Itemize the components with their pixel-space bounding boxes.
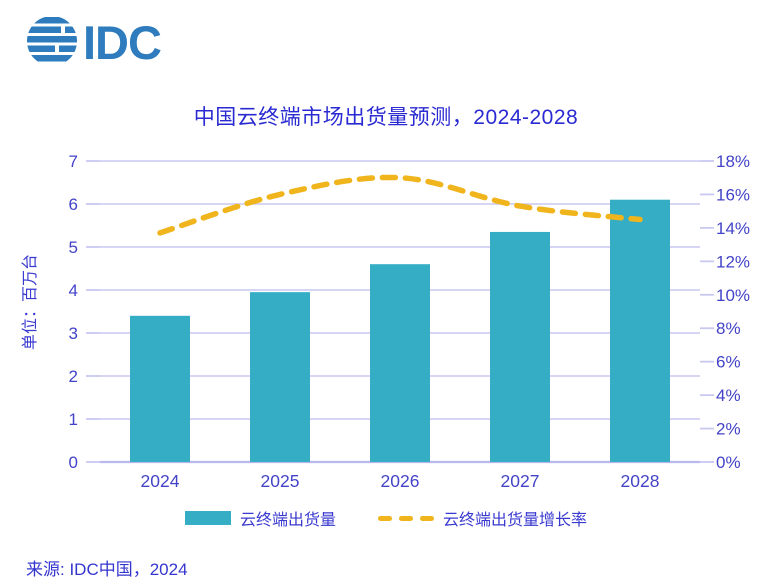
category-label-2024: 2024 — [141, 471, 180, 491]
line-series-label: 云终端出货量增长率 — [443, 512, 588, 529]
left-axis-tick-label: 5 — [69, 238, 78, 257]
category-label-2026: 2026 — [381, 471, 420, 491]
idc-globe-icon — [27, 17, 77, 62]
left-axis-tick-label: 0 — [69, 453, 78, 472]
right-axis-tick-label: 14% — [716, 219, 750, 238]
left-axis-tick-label: 7 — [69, 152, 78, 171]
bar-2028 — [610, 199, 670, 462]
right-axis-tick-label: 12% — [716, 252, 750, 271]
bar-2026 — [370, 264, 430, 462]
right-axis-tick-label: 10% — [716, 286, 750, 305]
left-axis-tick-label: 4 — [69, 281, 78, 300]
shipment-forecast-chart: 0 1 2 3 4 5 6 7 0% 2% 4% 6% 8% 10% 12% 14% 16% 18% 2024 202… — [69, 152, 751, 491]
idc-logo-text: IDC — [83, 16, 161, 69]
source-note: 来源: IDC中国，2024 — [26, 560, 188, 579]
right-axis-tick-label: 6% — [716, 353, 741, 372]
right-axis-tick-label: 0% — [716, 453, 741, 472]
left-axis-tick-label: 1 — [69, 410, 78, 429]
idc-logo: IDC — [27, 16, 162, 69]
bar-series-label: 云终端出货量 — [239, 512, 336, 529]
left-axis-tick-label: 2 — [69, 367, 78, 386]
right-axis-tick-label: 8% — [716, 319, 741, 338]
dash-icon — [420, 515, 434, 521]
left-axis-tick-label: 3 — [69, 324, 78, 343]
legend-item-growth: 云终端出货量增长率 — [378, 506, 587, 530]
category-label-2028: 2028 — [621, 471, 660, 491]
growth-rate-line — [157, 174, 643, 236]
right-axis-tick-label: 16% — [716, 185, 750, 204]
bar-2025 — [250, 292, 310, 462]
left-axis-tick-label: 6 — [69, 195, 78, 214]
line-series-swatch — [378, 515, 434, 521]
bar-2027 — [490, 231, 550, 462]
category-label-2027: 2027 — [501, 471, 540, 491]
dash-icon — [399, 515, 413, 521]
chart-title: 中国云终端市场出货量预测，2024-2028 — [193, 106, 579, 129]
right-axis-tick-label: 4% — [716, 386, 741, 405]
right-axis-tick-label: 18% — [716, 152, 750, 171]
category-label-2025: 2025 — [261, 471, 300, 491]
right-axis-tick-label: 2% — [716, 420, 741, 439]
bar-2024 — [130, 315, 190, 462]
legend-item-shipments: 云终端出货量 — [184, 506, 336, 530]
bar-series-swatch — [184, 511, 231, 525]
dash-icon — [378, 515, 392, 521]
chart-legend: 云终端出货量 云终端出货量增长率 — [0, 506, 772, 530]
